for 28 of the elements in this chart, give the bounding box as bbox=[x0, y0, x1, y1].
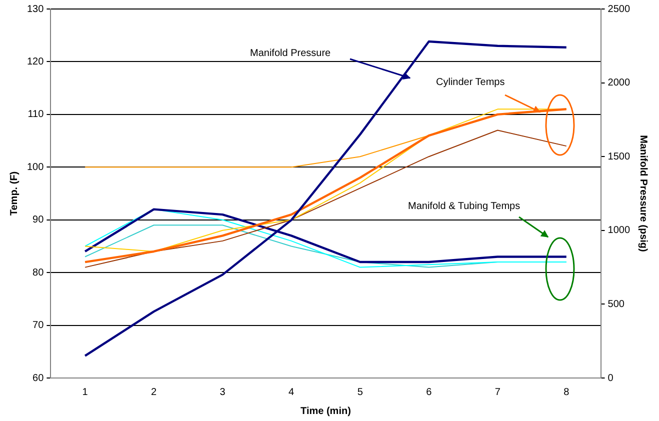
x-tick-label: 5 bbox=[357, 386, 364, 398]
y2-axis-title: Manifold Pressure (psig) bbox=[637, 135, 648, 252]
y-tick-label: 120 bbox=[26, 56, 44, 68]
y-tick-label: 90 bbox=[32, 214, 44, 226]
x-tick-label: 8 bbox=[564, 386, 570, 398]
x-tick-label: 6 bbox=[426, 386, 432, 398]
annotation: Manifold Pressure bbox=[250, 48, 331, 59]
annotation: Manifold & Tubing Temps bbox=[408, 201, 520, 212]
y-axis-title: Temp. (F) bbox=[8, 171, 20, 216]
x-axis-title: Time (min) bbox=[300, 406, 351, 417]
y-tick-label: 60 bbox=[32, 372, 44, 384]
y-tick-label: 70 bbox=[32, 320, 44, 332]
y2-tick-label: 0 bbox=[608, 372, 614, 384]
y2-tick-label: 1500 bbox=[608, 151, 630, 162]
y2-tick-label: 2000 bbox=[608, 78, 630, 89]
y-tick-label: 130 bbox=[26, 4, 44, 15]
x-tick-label: 3 bbox=[220, 386, 226, 398]
y-tick-label: 100 bbox=[26, 162, 44, 173]
y-tick-label: 80 bbox=[32, 267, 44, 278]
y2-tick-label: 1000 bbox=[608, 225, 630, 236]
y2-tick-label: 500 bbox=[608, 298, 625, 310]
x-tick-label: 1 bbox=[82, 386, 88, 398]
x-tick-label: 2 bbox=[151, 386, 158, 398]
x-tick-label: 4 bbox=[288, 386, 295, 398]
annotation: Cylinder Temps bbox=[436, 77, 505, 88]
x-tick-label: 7 bbox=[494, 386, 501, 398]
y-tick-label: 110 bbox=[28, 109, 44, 120]
y2-tick-label: 2500 bbox=[608, 4, 630, 15]
